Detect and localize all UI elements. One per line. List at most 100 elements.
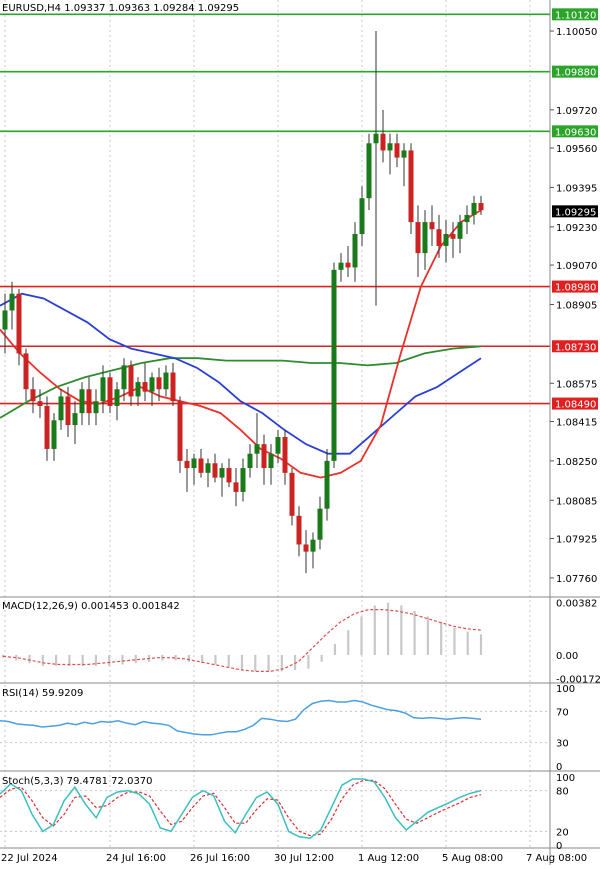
candle-body (373, 133, 379, 144)
time-axis-label: 22 Jul 2024 (1, 853, 58, 864)
candle-body (177, 401, 183, 461)
candle-body (170, 372, 176, 402)
candle-body (436, 229, 442, 246)
candle-body (212, 463, 218, 478)
stoch-main-line (0, 778, 482, 839)
price-tick-label: 1.07925 (556, 534, 597, 545)
candle-body (23, 353, 29, 390)
stoch-tick-label: 80 (556, 787, 569, 798)
rsi-title: RSI(14) 59.9209 (2, 688, 83, 699)
stoch-tick-label: 20 (556, 827, 569, 838)
price-tick-label: 1.08415 (556, 417, 597, 428)
candle-body (303, 544, 309, 552)
time-axis-label: 26 Jul 16:00 (190, 853, 250, 864)
candle-body (51, 420, 57, 449)
candle-body (478, 202, 484, 211)
candle-body (86, 389, 92, 414)
candle-body (387, 143, 393, 151)
candle-body (2, 310, 8, 330)
candle-body (233, 482, 239, 492)
price-tick-label: 1.09720 (556, 106, 597, 117)
stoch-tick-label: 100 (556, 773, 575, 784)
level-label-box (552, 125, 598, 138)
candle-body (205, 463, 211, 473)
candle-body (114, 389, 120, 406)
price-tick-label: 1.09395 (556, 183, 597, 194)
candle-body (324, 460, 330, 509)
candle-body (184, 460, 190, 469)
candle-body (359, 198, 365, 235)
candle-body (401, 150, 407, 158)
current-price-label: 1.09295 (555, 207, 596, 218)
price-tick-label: 1.07760 (556, 574, 597, 585)
candle-body (9, 293, 15, 311)
time-axis-label: 5 Aug 08:00 (442, 853, 503, 864)
candle-body (450, 234, 456, 239)
candle-body (247, 453, 253, 469)
candle-body (142, 382, 148, 392)
candle-body (471, 202, 477, 215)
level-label: 1.10120 (555, 10, 596, 21)
level-label: 1.08490 (555, 400, 596, 411)
candle-body (219, 468, 225, 478)
level-label-box (552, 397, 598, 410)
candle-body (16, 293, 22, 354)
candle-body (37, 401, 43, 406)
time-axis-label: 7 Aug 08:00 (526, 853, 587, 864)
candle-body (296, 515, 302, 545)
rsi-tick-label: 0 (556, 762, 562, 773)
candle-body (30, 389, 36, 402)
candle-body (107, 377, 113, 406)
candle-body (422, 222, 428, 254)
candle-body (464, 214, 470, 223)
time-axis-label: 30 Jul 12:00 (274, 853, 334, 864)
price-tick-label: 1.08085 (556, 496, 597, 507)
candle-body (443, 234, 449, 246)
price-tick-label: 1.10050 (556, 27, 597, 38)
candle-body (121, 365, 127, 390)
level-label: 1.09880 (555, 68, 596, 79)
candle-body (79, 389, 85, 414)
ma-green-line (0, 345, 482, 419)
price-tick-label: 1.09230 (556, 223, 597, 234)
candle-body (163, 372, 169, 390)
candle-body (366, 143, 372, 199)
level-label: 1.08980 (555, 283, 596, 294)
price-tick-label: 1.08905 (556, 300, 597, 311)
stoch-title: Stoch(5,3,3) 79.4781 72.0370 (2, 776, 153, 787)
macd-tick-label: 0.00382 (556, 598, 597, 609)
candle-body (352, 234, 358, 268)
candle-body (156, 377, 162, 390)
candle-body (254, 444, 260, 454)
candle-body (191, 458, 197, 469)
candle-body (93, 401, 99, 414)
candle-body (44, 405, 50, 449)
level-label-box (552, 280, 598, 293)
level-label: 1.08730 (555, 342, 596, 353)
candle-body (58, 396, 64, 421)
candle-body (149, 377, 155, 392)
current-price-box (552, 205, 598, 218)
level-label-box (552, 8, 598, 21)
chart-title: EURUSD,H4 1.09337 1.09363 1.09284 1.0929… (2, 3, 239, 14)
candle-body (380, 133, 386, 151)
price-tick-label: 1.08250 (556, 457, 597, 468)
candle-body (65, 396, 71, 426)
ma-blue-line (0, 292, 482, 455)
candle-body (338, 262, 344, 270)
stoch-tick-label: 0 (556, 841, 562, 852)
candle-body (345, 262, 351, 268)
macd-tick-label: 0.00 (556, 651, 578, 662)
rsi-tick-label: 70 (556, 707, 569, 718)
candle-body (198, 458, 204, 473)
candle-body (282, 437, 288, 473)
candle-body (135, 382, 141, 397)
macd-signal-line (2, 608, 482, 673)
candle-body (457, 222, 463, 239)
time-axis-label: 24 Jul 16:00 (106, 853, 166, 864)
candle-body (72, 413, 78, 426)
rsi-tick-label: 30 (556, 739, 569, 750)
price-tick-label: 1.08575 (556, 379, 597, 390)
